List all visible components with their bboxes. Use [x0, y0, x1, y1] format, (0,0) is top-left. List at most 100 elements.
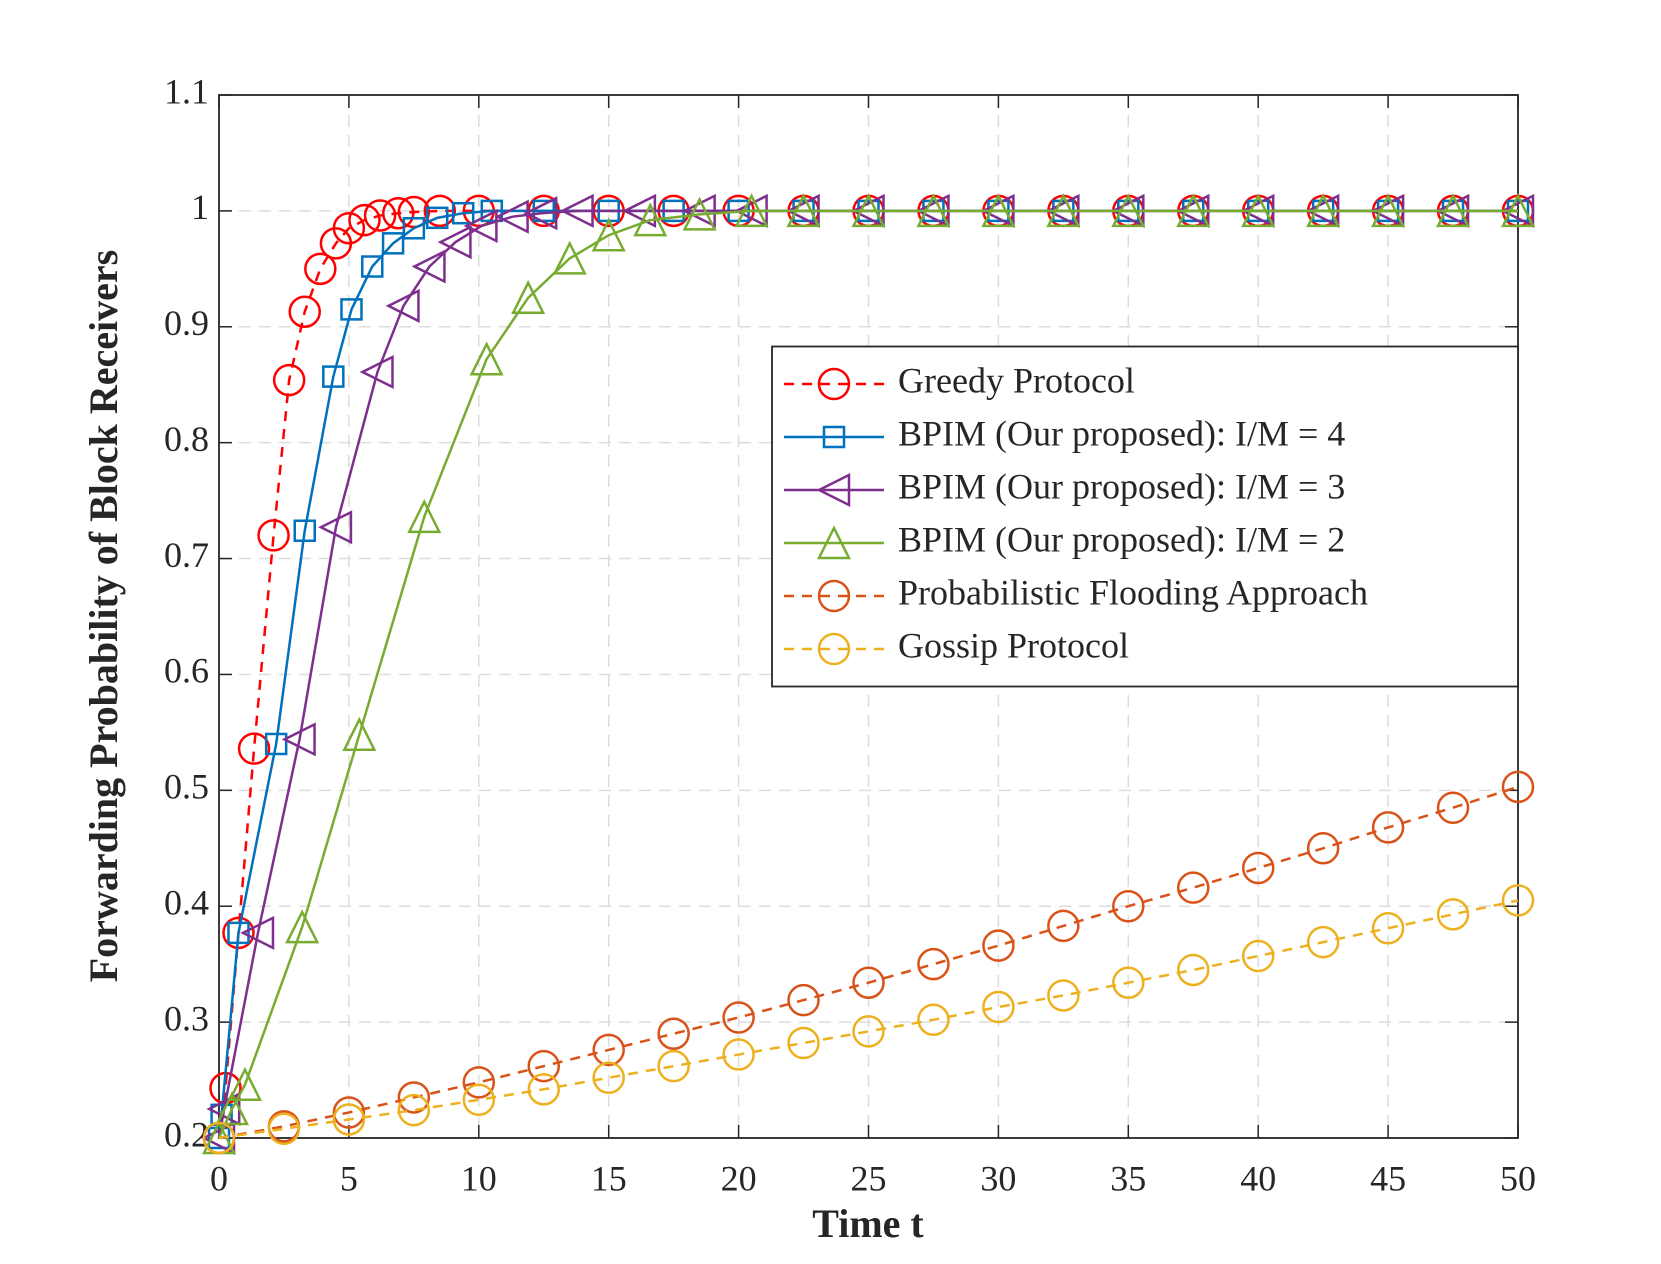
marker: [397, 1081, 431, 1114]
marker: [281, 722, 316, 757]
marker: [817, 579, 851, 613]
x-tick-label: 20: [721, 1158, 757, 1198]
marker: [682, 196, 717, 231]
y-tick-label: 1: [191, 187, 209, 227]
series-line: [218, 899, 1519, 1140]
series: [202, 884, 1535, 1155]
x-tick-label: 45: [1370, 1158, 1406, 1198]
y-tick-label: 0.5: [164, 767, 209, 807]
marker: [348, 203, 381, 237]
y-tick-label: 0.8: [164, 419, 209, 459]
marker: [267, 1112, 301, 1145]
marker: [1501, 770, 1535, 804]
marker: [1371, 193, 1406, 228]
marker: [322, 365, 345, 388]
y-tick-label: 0.6: [164, 651, 209, 691]
marker: [786, 193, 821, 228]
marker: [359, 354, 394, 389]
y-tick-label: 0.3: [164, 998, 209, 1038]
marker: [523, 196, 558, 231]
marker: [304, 252, 337, 286]
marker: [917, 947, 950, 981]
legend: Greedy Protocol BPIM (Our proposed): I/M …: [771, 345, 1519, 688]
marker: [527, 1049, 560, 1083]
marker: [657, 1049, 690, 1083]
marker: [816, 472, 851, 508]
marker: [1176, 193, 1211, 228]
marker: [592, 1033, 625, 1067]
marker: [332, 212, 366, 245]
marker: [817, 367, 851, 401]
marker: [622, 193, 657, 228]
x-tick-label: 40: [1240, 1158, 1276, 1198]
x-tick-label: 50: [1500, 1158, 1536, 1198]
marker: [1501, 884, 1535, 917]
marker: [592, 1061, 625, 1094]
x-tick-label: 0: [210, 1158, 228, 1198]
marker: [1112, 889, 1145, 923]
y-tick-label: 0.2: [164, 1114, 209, 1154]
marker: [1436, 193, 1471, 228]
legend-label: BPIM (Our proposed): I/M = 3: [898, 466, 1345, 506]
marker: [480, 199, 504, 223]
marker: [494, 199, 529, 234]
x-tick-label: 10: [461, 1158, 497, 1198]
marker: [1046, 193, 1081, 228]
x-tick-label: 5: [340, 1158, 358, 1198]
marker: [511, 280, 546, 315]
marker: [381, 232, 405, 255]
legend-label: Probabilistic Flooding Approach: [898, 572, 1368, 612]
marker: [734, 193, 769, 228]
marker: [591, 217, 626, 252]
marker: [1306, 193, 1341, 228]
marker: [272, 363, 306, 397]
marker: [916, 193, 951, 228]
marker: [363, 199, 397, 232]
marker: [981, 193, 1016, 228]
marker: [257, 519, 290, 552]
marker: [214, 1091, 250, 1126]
marker: [423, 194, 457, 228]
marker: [332, 1096, 366, 1129]
marker: [407, 499, 442, 534]
marker: [527, 1073, 560, 1106]
marker: [917, 1003, 950, 1037]
marker: [722, 1001, 755, 1034]
marker: [1371, 811, 1405, 844]
marker: [240, 915, 275, 950]
marker: [318, 510, 353, 545]
marker: [264, 732, 288, 756]
marker: [787, 1026, 820, 1060]
marker: [1500, 193, 1535, 228]
marker: [227, 1066, 263, 1101]
y-tick-label: 0.9: [164, 303, 209, 343]
marker: [1241, 851, 1275, 885]
series-line: [217, 209, 1518, 1139]
marker: [451, 201, 475, 225]
marker: [851, 193, 886, 228]
x-tick-label: 30: [980, 1158, 1016, 1198]
marker: [1371, 911, 1405, 945]
marker: [469, 341, 504, 376]
marker: [1306, 925, 1340, 959]
x-tick-label: 15: [591, 1158, 627, 1198]
marker: [288, 295, 321, 328]
marker: [237, 732, 271, 765]
marker: [437, 225, 472, 260]
series: [202, 770, 1535, 1155]
legend-label: Greedy Protocol: [898, 360, 1135, 400]
marker: [722, 1038, 755, 1071]
marker: [382, 196, 415, 230]
marker: [1111, 193, 1146, 228]
marker: [463, 208, 498, 243]
marker: [1500, 193, 1536, 228]
marker: [332, 1103, 366, 1136]
marker: [552, 240, 587, 275]
x-tick-label: 35: [1110, 1158, 1146, 1198]
marker: [657, 1017, 690, 1050]
marker: [1306, 832, 1340, 865]
series-line: [218, 785, 1519, 1140]
y-tick-label: 0.4: [164, 882, 209, 922]
marker: [222, 916, 255, 950]
